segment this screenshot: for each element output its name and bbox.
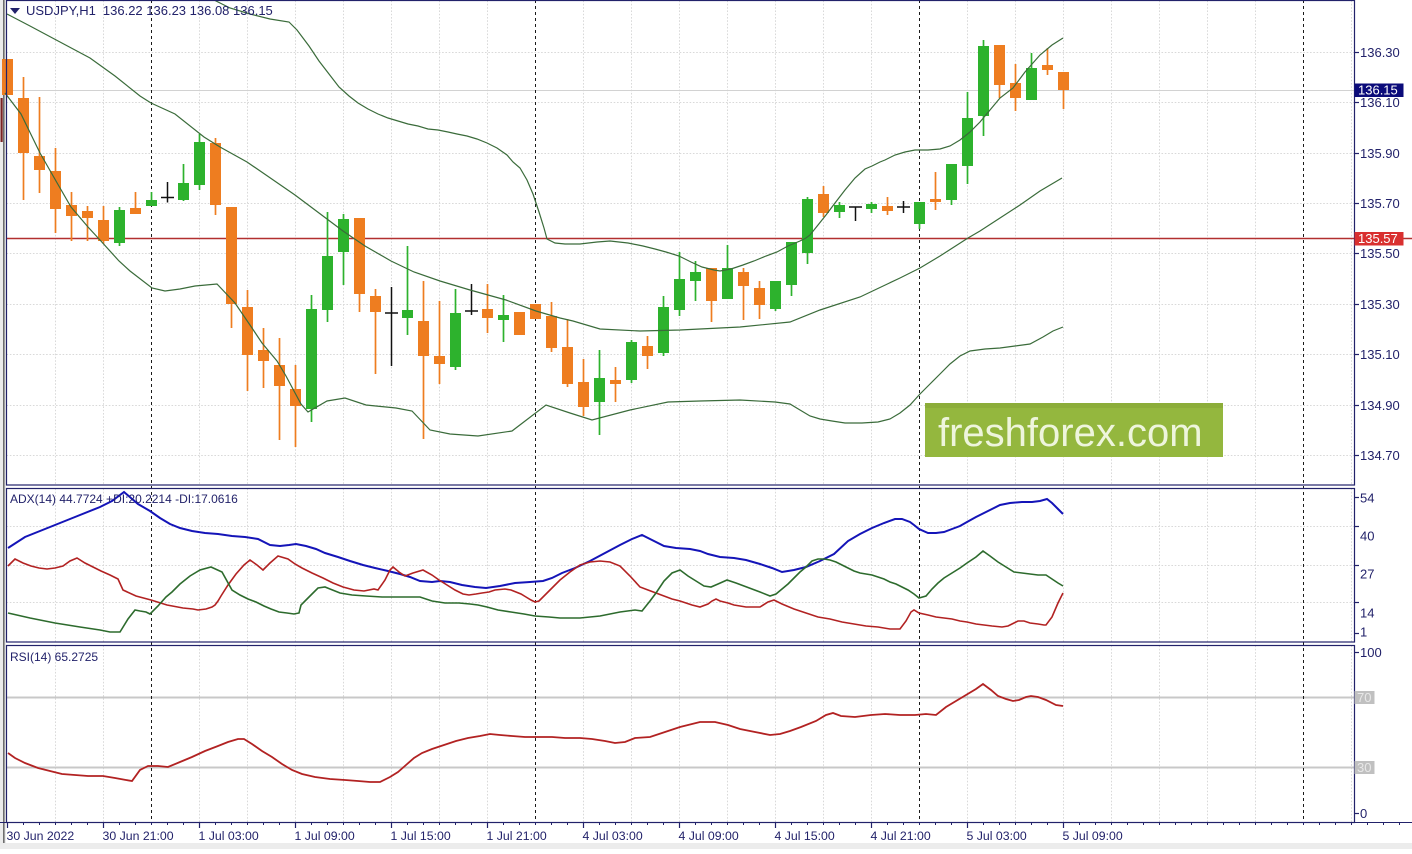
svg-text:30: 30: [1357, 760, 1371, 775]
svg-text:135.90: 135.90: [1360, 146, 1400, 161]
svg-text:1 Jul 09:00: 1 Jul 09:00: [295, 829, 355, 843]
svg-text:135.10: 135.10: [1360, 347, 1400, 362]
svg-text:70: 70: [1357, 690, 1371, 705]
svg-text:1 Jul 21:00: 1 Jul 21:00: [487, 829, 547, 843]
svg-text:136.10: 136.10: [1360, 95, 1400, 110]
svg-text:4 Jul 09:00: 4 Jul 09:00: [679, 829, 739, 843]
svg-text:30 Jun 21:00: 30 Jun 21:00: [103, 829, 174, 843]
svg-text:136.30: 136.30: [1360, 45, 1400, 60]
svg-text:30 Jun 2022: 30 Jun 2022: [7, 829, 75, 843]
svg-text:14: 14: [1360, 606, 1374, 621]
svg-text:1: 1: [1360, 625, 1367, 640]
svg-text:134.90: 134.90: [1360, 398, 1400, 413]
svg-text:freshforex.com: freshforex.com: [938, 411, 1203, 455]
svg-text:4 Jul 15:00: 4 Jul 15:00: [775, 829, 835, 843]
svg-text:136.15: 136.15: [1358, 83, 1398, 98]
svg-text:1 Jul 03:00: 1 Jul 03:00: [199, 829, 259, 843]
svg-text:135.30: 135.30: [1360, 297, 1400, 312]
svg-text:100: 100: [1360, 645, 1382, 660]
svg-text:135.57: 135.57: [1358, 231, 1398, 246]
svg-text:54: 54: [1360, 491, 1374, 506]
svg-text:5 Jul 03:00: 5 Jul 03:00: [967, 829, 1027, 843]
svg-text:27: 27: [1360, 567, 1374, 582]
svg-text:134.70: 134.70: [1360, 448, 1400, 463]
svg-text:135.50: 135.50: [1360, 246, 1400, 261]
svg-text:0: 0: [1360, 806, 1367, 821]
svg-text:4 Jul 21:00: 4 Jul 21:00: [871, 829, 931, 843]
svg-text:135.70: 135.70: [1360, 196, 1400, 211]
svg-text:5 Jul 09:00: 5 Jul 09:00: [1063, 829, 1123, 843]
svg-text:RSI(14) 65.2725: RSI(14) 65.2725: [10, 650, 98, 664]
svg-text:40: 40: [1360, 529, 1374, 544]
svg-text:1 Jul 15:00: 1 Jul 15:00: [391, 829, 451, 843]
svg-text:4 Jul 03:00: 4 Jul 03:00: [583, 829, 643, 843]
svg-text:ADX(14) 44.7724 +DI:20.2214 -D: ADX(14) 44.7724 +DI:20.2214 -DI:17.0616: [10, 492, 238, 506]
